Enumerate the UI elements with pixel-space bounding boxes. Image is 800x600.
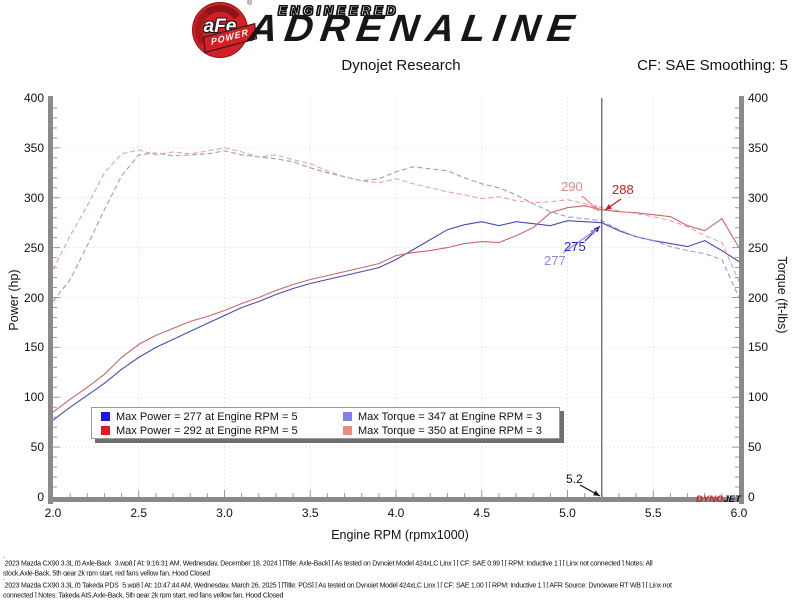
rpm-axis-tick-label: 3.0 xyxy=(216,506,233,520)
annotation-torque-baseline-value: 277 xyxy=(544,253,566,268)
annotation-power-baseline-value: 275 xyxy=(564,239,586,254)
legend-label: Max Power = 292 at Engine RPM = 5 xyxy=(116,425,298,437)
torque-axis-tick-label: 400 xyxy=(748,91,769,105)
brand-engineered: ENGINEERED xyxy=(277,2,399,18)
power-axis-tick-label: 150 xyxy=(23,340,44,355)
curve-torque-baseline xyxy=(52,150,740,302)
annotation-power-pds-value: 288 xyxy=(612,182,634,197)
rpm-axis-tick-label: 4.5 xyxy=(473,506,491,520)
torque-axis-tick-label: 250 xyxy=(748,240,769,255)
power-axis-tick-label: 0 xyxy=(37,490,44,504)
legend-entry-torque-pds: Max Torque = 350 at Engine RPM = 3 xyxy=(334,424,559,438)
rpm-axis-tick-label: 4.0 xyxy=(387,506,405,520)
annotation-cursor-rpm: 5.2 xyxy=(566,472,583,486)
legend-box: Max Power = 277 at Engine RPM = 5 Max Po… xyxy=(91,407,560,439)
rpm-axis-tick-label: 2.5 xyxy=(130,506,148,520)
power-axis-tick-label: 50 xyxy=(30,440,44,455)
legend-power-column: Max Power = 277 at Engine RPM = 5 Max Po… xyxy=(92,410,334,438)
annotation-arrow xyxy=(562,228,598,254)
run-info: `2023 Mazda CX90 3.3L (t) Axle-Back_3.wp… xyxy=(3,556,798,598)
legend-entry-torque-baseline: Max Torque = 347 at Engine RPM = 3 xyxy=(334,410,559,424)
power-axis-tick-label: 100 xyxy=(23,390,44,405)
legend-entry-power-pds: Max Power = 292 at Engine RPM = 5 xyxy=(92,424,334,438)
dynojet-watermark-red: DYNO xyxy=(696,494,724,505)
legend-label: Max Torque = 347 at Engine RPM = 3 xyxy=(357,411,542,423)
torque-axis-tick-label: 0 xyxy=(748,490,755,504)
run-info-line: `2023 Mazda CX90 3.3L (t) Takeda PDS_5.w… xyxy=(3,580,672,588)
left-axis xyxy=(48,96,53,504)
annotation-arrowhead xyxy=(593,490,600,496)
legend-swatch-torque-baseline xyxy=(342,412,352,421)
legend-label: Max Power = 277 at Engine RPM = 5 xyxy=(116,411,298,423)
power-axis-tick-label: 300 xyxy=(23,190,44,205)
dynojet-watermark-black: JET xyxy=(723,494,741,505)
torque-axis-tick-label: 350 xyxy=(748,140,769,155)
annotation-arrowhead xyxy=(590,229,597,235)
annotation-torque-pds-value: 290 xyxy=(561,179,583,194)
rpm-axis-tick-label: 2.0 xyxy=(44,506,62,520)
rpm-axis-tick-label: 3.5 xyxy=(301,506,319,520)
run-info-line: `2023 Mazda CX90 3.3L (t) Axle-Back_3.wp… xyxy=(3,558,653,566)
power-axis-tick-label: 250 xyxy=(23,240,44,255)
rpm-axis-tick-label: 6.0 xyxy=(730,506,748,520)
legend-swatch-power-pds xyxy=(101,426,110,435)
torque-axis-tick-label: 200 xyxy=(748,290,769,305)
dynojet-watermark: DYNOJET xyxy=(696,494,741,505)
curve-torque-pds xyxy=(52,147,740,282)
power-axis-tick-label: 350 xyxy=(23,140,44,155)
rpm-axis-tick-label: 5.5 xyxy=(644,506,662,520)
torque-axis-tick-label: 50 xyxy=(748,440,762,455)
torque-axis-tick-label: 300 xyxy=(748,190,769,205)
bottom-axis xyxy=(48,497,744,502)
curve-power-baseline xyxy=(52,220,740,421)
legend-torque-column: Max Torque = 347 at Engine RPM = 3 Max T… xyxy=(334,410,559,438)
registered-mark: ® xyxy=(247,0,253,7)
right-axis xyxy=(739,96,744,504)
legend-swatch-torque-pds xyxy=(342,426,352,435)
torque-axis-tick-label: 150 xyxy=(748,340,769,355)
annotation-arrowhead xyxy=(605,204,612,210)
torque-axis-tick-label: 100 xyxy=(748,390,769,405)
annotation-arrowhead xyxy=(592,204,599,211)
x-axis-title: Engine RPM (rpmx1000) xyxy=(331,528,469,542)
legend-label: Max Torque = 350 at Engine RPM = 3 xyxy=(357,425,542,437)
rpm-axis-tick-label: 5.0 xyxy=(559,506,576,520)
power-axis-tick-label: 200 xyxy=(23,290,44,305)
smoothing-label: CF: SAE Smoothing: 5 xyxy=(637,57,788,74)
legend-entry-power-baseline: Max Power = 277 at Engine RPM = 5 xyxy=(92,410,334,424)
run-info-line: stock,Axle-Back, 5th gear 2k rpm start, … xyxy=(3,570,210,576)
run-info-line: connected ] Notes: Takeda AIS,Axle-Back,… xyxy=(3,592,284,598)
chart-title: Dynojet Research xyxy=(341,57,461,74)
legend-swatch-power-baseline xyxy=(101,412,110,421)
power-axis-tick-label: 400 xyxy=(23,91,44,105)
